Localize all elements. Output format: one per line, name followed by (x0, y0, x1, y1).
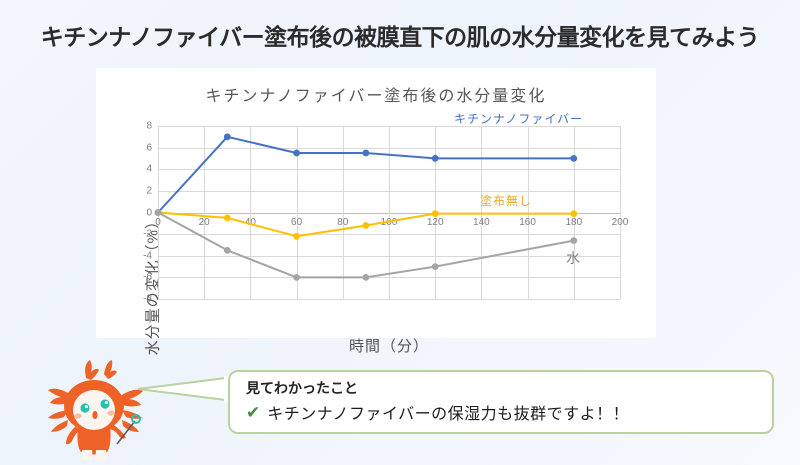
data-point (293, 149, 300, 157)
callout-text: キチンナノファイバーの保湿力も抜群ですよ！！ (267, 406, 630, 423)
y-axis-tick: -8 (143, 293, 152, 305)
x-axis-tick: 0 (155, 216, 161, 228)
series-label-chitin-nanofiber: キチンナノファイバー (454, 112, 584, 126)
y-axis-tick: -2 (143, 228, 152, 240)
y-axis-tick: 8 (146, 120, 152, 132)
x-axis-tick: 20 (198, 216, 210, 228)
y-axis-tick: 0 (146, 207, 152, 218)
gridline-vertical (527, 126, 529, 299)
gridline-vertical (250, 126, 252, 299)
data-point (223, 246, 231, 254)
data-point (570, 237, 578, 244)
data-point (431, 210, 439, 217)
crab-mascot (48, 360, 143, 460)
page-title: キチンナノファイバー塗布後の被膜直下の肌の水分量変化を見てみよう (40, 24, 760, 50)
data-point (431, 155, 439, 162)
x-axis-tick: 180 (565, 216, 583, 228)
data-point (293, 232, 300, 240)
data-point (362, 274, 370, 281)
x-axis-tick: 200 (611, 216, 629, 228)
gridline-vertical (296, 126, 298, 299)
chart-plot-area: 水分量の変化（%） 時間（分） 8 6 4 2 0 -2 -4 -6 -8 0 20 40 60 80 10… (143, 112, 628, 355)
series-label-water: 水 (566, 250, 581, 266)
y-axis-tick: -4 (143, 250, 152, 262)
gridline-vertical (342, 126, 344, 299)
data-point (362, 222, 370, 229)
series-lines (154, 133, 578, 281)
x-axis-tick: 160 (519, 216, 536, 228)
gridline-horizontal (158, 299, 620, 300)
callout-heading: 見てわかったこと (246, 380, 358, 396)
data-point (293, 274, 300, 281)
data-point (570, 155, 578, 162)
y-axis-tick: 2 (146, 185, 152, 197)
data-point (570, 210, 578, 217)
callout-box: 見てわかったこと ✔ キチンナノファイバーの保湿力も抜群ですよ！！ (228, 370, 774, 434)
gridline-vertical (481, 126, 483, 299)
gridline-vertical (204, 126, 206, 299)
x-axis-tick: 140 (473, 216, 490, 228)
y-axis-tick: 6 (146, 142, 152, 154)
x-axis-tick: 80 (337, 216, 349, 228)
data-point (431, 263, 439, 270)
y-axis-tick: 4 (146, 163, 152, 175)
data-point (362, 149, 370, 157)
gridline-vertical (389, 126, 390, 299)
check-icon: ✔ (246, 402, 261, 422)
series-line (157, 211, 574, 238)
series-line (157, 135, 574, 214)
x-axis-tick: 40 (244, 216, 256, 228)
chart-title: キチンナノファイバー塗布後の水分量変化 (205, 88, 547, 105)
data-point (223, 214, 231, 222)
gridline-vertical (620, 126, 621, 299)
y-axis-tick: -6 (143, 271, 152, 283)
x-axis-tick: 60 (291, 216, 303, 228)
data-point (223, 133, 231, 141)
x-axis-title: 時間（分） (348, 338, 429, 355)
series-line (157, 211, 574, 279)
x-axis-tick: 120 (426, 216, 444, 228)
data-point (154, 209, 162, 216)
callout-body: ✔ キチンナノファイバーの保湿力も抜群ですよ！！ (246, 400, 758, 424)
series-label-no-application: 塗布無し (480, 194, 533, 208)
